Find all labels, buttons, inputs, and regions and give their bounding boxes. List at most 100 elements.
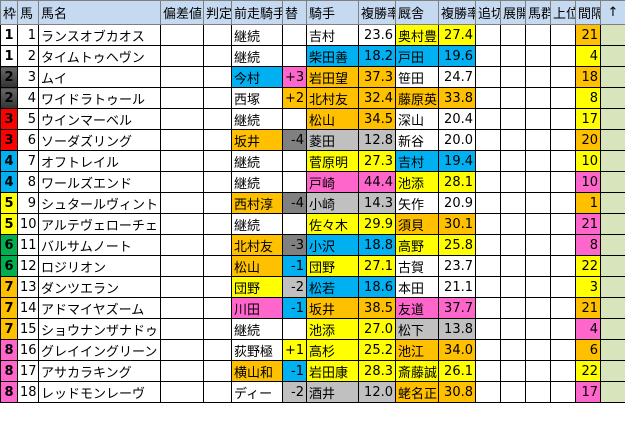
header-workout[interactable]: 追切	[475, 0, 501, 25]
deviation-cell[interactable]	[160, 24, 204, 46]
top-cell[interactable]	[550, 45, 576, 67]
waku-cell[interactable]: 2	[0, 87, 18, 109]
horse-number-cell[interactable]: 18	[17, 381, 39, 403]
jockey-cell[interactable]: 松山	[306, 108, 359, 130]
arrow-cell[interactable]	[600, 297, 625, 319]
jockey-change-cell[interactable]: -2	[282, 276, 307, 298]
horse-name-cell[interactable]: バルサムノート	[38, 234, 161, 256]
header-deviation[interactable]: 偏差値	[160, 0, 204, 25]
arrow-cell[interactable]	[600, 381, 625, 403]
jockey-rate-cell[interactable]: 12.8	[358, 129, 396, 151]
jockey-rate-cell[interactable]: 27.3	[358, 150, 396, 172]
jockey-cell[interactable]: 佐々木	[306, 213, 359, 235]
trainer-cell[interactable]: 池添	[395, 171, 439, 193]
pace-cell[interactable]	[500, 171, 526, 193]
header-previous-jockey[interactable]: 前走騎手	[231, 0, 283, 25]
jockey-rate-cell[interactable]: 34.5	[358, 108, 396, 130]
trainer-rate-cell[interactable]: 30.1	[438, 213, 476, 235]
horse-name-cell[interactable]: ウインマーベル	[38, 108, 161, 130]
previous-jockey-cell[interactable]: 今村	[231, 66, 283, 88]
jockey-cell[interactable]: 酒井	[306, 381, 359, 403]
jockey-change-cell[interactable]	[282, 213, 307, 235]
arrow-cell[interactable]	[600, 339, 625, 361]
waku-cell[interactable]: 7	[0, 318, 18, 340]
waku-cell[interactable]: 1	[0, 45, 18, 67]
header-pace[interactable]: 展開	[500, 0, 526, 25]
arrow-cell[interactable]	[600, 192, 625, 214]
table-row[interactable]: 3 6 ソーダズリング 坂井 -4 菱田 12.8 新谷 20.0 20	[0, 129, 625, 151]
jockey-cell[interactable]: 小崎	[306, 192, 359, 214]
pack-cell[interactable]	[525, 87, 551, 109]
waku-cell[interactable]: 5	[0, 192, 18, 214]
pack-cell[interactable]	[525, 360, 551, 382]
jockey-rate-cell[interactable]: 18.6	[358, 276, 396, 298]
trainer-rate-cell[interactable]: 26.1	[438, 360, 476, 382]
judgement-cell[interactable]	[203, 213, 232, 235]
judgement-cell[interactable]	[203, 150, 232, 172]
jockey-cell[interactable]: 池添	[306, 318, 359, 340]
table-row[interactable]: 4 7 オフトレイル 継続 菅原明 27.3 吉村 19.4 10	[0, 150, 625, 172]
previous-jockey-cell[interactable]: 継続	[231, 213, 283, 235]
waku-cell[interactable]: 4	[0, 150, 18, 172]
jockey-rate-cell[interactable]: 27.1	[358, 255, 396, 277]
pace-cell[interactable]	[500, 255, 526, 277]
arrow-cell[interactable]	[600, 150, 625, 172]
judgement-cell[interactable]	[203, 192, 232, 214]
horse-name-cell[interactable]: レッドモンレーヴ	[38, 381, 161, 403]
header-sort-arrow[interactable]: ↑	[600, 0, 625, 25]
jockey-cell[interactable]: 岩田康	[306, 360, 359, 382]
interval-cell[interactable]: 4	[575, 318, 601, 340]
header-jockey-place-rate[interactable]: 複勝率	[358, 0, 396, 25]
jockey-rate-cell[interactable]: 38.5	[358, 297, 396, 319]
trainer-cell[interactable]: 笹田	[395, 66, 439, 88]
pack-cell[interactable]	[525, 339, 551, 361]
horse-number-cell[interactable]: 3	[17, 66, 39, 88]
jockey-change-cell[interactable]	[282, 171, 307, 193]
interval-cell[interactable]: 10	[575, 150, 601, 172]
top-cell[interactable]	[550, 339, 576, 361]
top-cell[interactable]	[550, 129, 576, 151]
trainer-rate-cell[interactable]: 20.4	[438, 108, 476, 130]
jockey-change-cell[interactable]: -2	[282, 381, 307, 403]
jockey-rate-cell[interactable]: 18.2	[358, 45, 396, 67]
previous-jockey-cell[interactable]: 継続	[231, 171, 283, 193]
top-cell[interactable]	[550, 87, 576, 109]
table-row[interactable]: 1 1 ランスオブカオス 継続 吉村 23.6 奥村豊 27.4 21	[0, 24, 625, 46]
jockey-change-cell[interactable]: -1	[282, 297, 307, 319]
horse-number-cell[interactable]: 2	[17, 45, 39, 67]
trainer-cell[interactable]: 須貝	[395, 213, 439, 235]
table-row[interactable]: 5 9 シュタールヴィント 西村淳 -4 小崎 14.3 矢作 20.9 1	[0, 192, 625, 214]
jockey-change-cell[interactable]: +2	[282, 87, 307, 109]
jockey-rate-cell[interactable]: 28.3	[358, 360, 396, 382]
pace-cell[interactable]	[500, 129, 526, 151]
horse-number-cell[interactable]: 10	[17, 213, 39, 235]
horse-number-cell[interactable]: 15	[17, 318, 39, 340]
header-jockey-change[interactable]: 替	[282, 0, 307, 25]
judgement-cell[interactable]	[203, 339, 232, 361]
jockey-change-cell[interactable]: -4	[282, 192, 307, 214]
horse-name-cell[interactable]: グレイイングリーン	[38, 339, 161, 361]
previous-jockey-cell[interactable]: 団野	[231, 276, 283, 298]
header-horse-number[interactable]: 馬	[17, 0, 39, 25]
trainer-cell[interactable]: 斎藤誠	[395, 360, 439, 382]
judgement-cell[interactable]	[203, 255, 232, 277]
judgement-cell[interactable]	[203, 45, 232, 67]
previous-jockey-cell[interactable]: 西塚	[231, 87, 283, 109]
jockey-cell[interactable]: 小沢	[306, 234, 359, 256]
pack-cell[interactable]	[525, 297, 551, 319]
pack-cell[interactable]	[525, 255, 551, 277]
header-top[interactable]: 上位	[550, 0, 576, 25]
table-row[interactable]: 8 17 アサカラキング 横山和 -1 岩田康 28.3 斎藤誠 26.1 22	[0, 360, 625, 382]
trainer-rate-cell[interactable]: 25.8	[438, 234, 476, 256]
trainer-rate-cell[interactable]: 28.1	[438, 171, 476, 193]
horse-number-cell[interactable]: 16	[17, 339, 39, 361]
trainer-rate-cell[interactable]: 21.1	[438, 276, 476, 298]
waku-cell[interactable]: 7	[0, 276, 18, 298]
table-row[interactable]: 3 5 ウインマーベル 継続 松山 34.5 深山 20.4 17	[0, 108, 625, 130]
horse-name-cell[interactable]: アルテヴェローチェ	[38, 213, 161, 235]
workout-cell[interactable]	[475, 87, 501, 109]
jockey-cell[interactable]: 吉村	[306, 24, 359, 46]
jockey-change-cell[interactable]	[282, 150, 307, 172]
trainer-rate-cell[interactable]: 24.7	[438, 66, 476, 88]
table-row[interactable]: 7 14 アドマイヤズーム 川田 -1 坂井 38.5 友道 37.7 21	[0, 297, 625, 319]
